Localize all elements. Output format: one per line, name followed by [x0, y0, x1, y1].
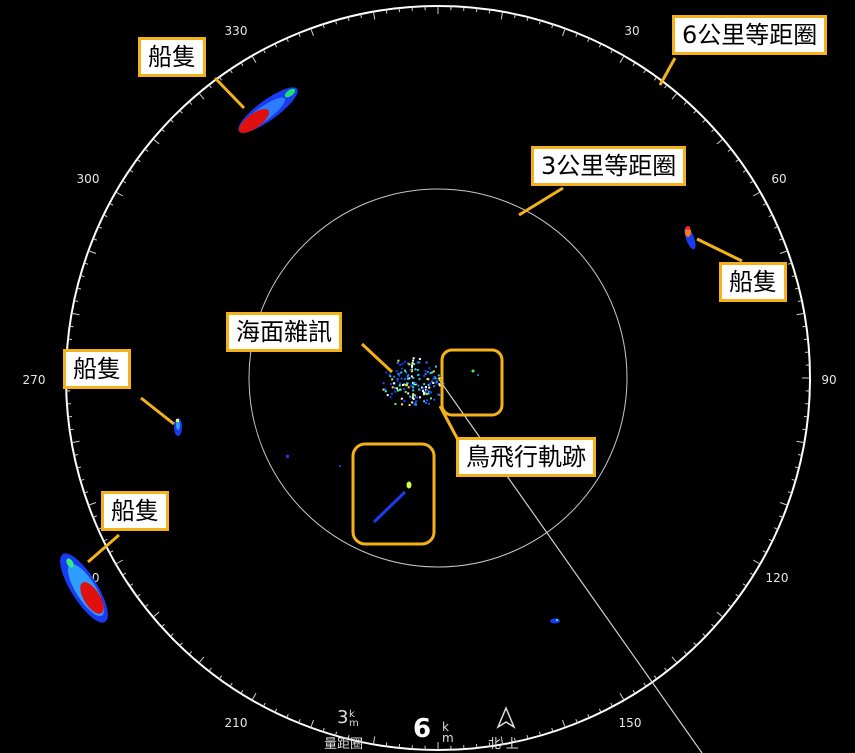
bearing-30: 30 [624, 24, 639, 38]
bearing-120: 120 [766, 571, 789, 585]
ship-echo-right[interactable] [682, 225, 698, 250]
bearing-210: 210 [225, 716, 248, 730]
cursor-line[interactable] [437, 377, 703, 753]
bird-track-echo [372, 369, 479, 524]
north-up-arrow-icon [496, 706, 516, 729]
ring-spacing-unit-bottom: m [349, 718, 359, 729]
bearing-60: 60 [771, 172, 786, 186]
bearing-150: 150 [619, 716, 642, 730]
bearing-270: 270 [23, 373, 46, 387]
orientation-label[interactable]: 北-上 [488, 737, 519, 752]
bird-highlight-box-lower [351, 442, 436, 546]
sea-clutter-echo [382, 357, 445, 406]
ship-echo-bottom-left[interactable] [52, 547, 116, 629]
bearing-300: 300 [77, 172, 100, 186]
callout-sea-clutter: 海面雜訊 [226, 312, 342, 352]
callout-ship-top-left: 船隻 [138, 37, 206, 77]
ring-spacing-value: 3 [337, 707, 349, 728]
range-value[interactable]: 6 [413, 714, 432, 744]
range-ring-3km [248, 188, 628, 568]
bird-highlight-box-right [440, 348, 504, 417]
callout-3km-ring: 3公里等距圈 [531, 146, 687, 186]
range-unit-top: k [442, 720, 449, 734]
ship-echo-left[interactable] [174, 418, 182, 436]
small-echo [550, 618, 560, 624]
ship-echo-top-left[interactable] [233, 81, 303, 140]
bearing-90: 90 [821, 373, 836, 387]
callout-ship-bottom-left: 船隻 [101, 491, 169, 531]
ring-spacing-label[interactable]: 量距圈 [324, 737, 364, 752]
ring-spacing-unit-top: k [349, 709, 355, 720]
bearing-330: 330 [225, 24, 248, 38]
callout-bird-track: 鳥飛行軌跡 [456, 437, 596, 477]
callout-leaders [87, 57, 743, 564]
callout-ship-right: 船隻 [719, 262, 787, 302]
range-unit-bottom: m [442, 731, 454, 745]
callout-6km-ring: 6公里等距圈 [672, 15, 828, 55]
callout-ship-left: 船隻 [63, 349, 131, 389]
